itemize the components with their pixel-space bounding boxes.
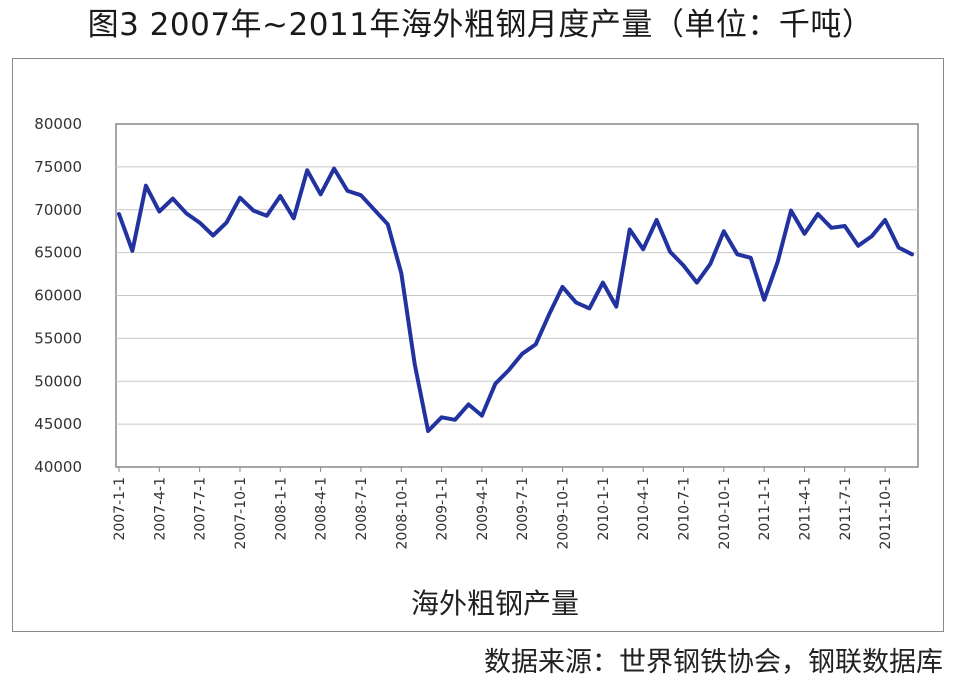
data-point	[265, 214, 269, 218]
data-point	[332, 167, 336, 171]
data-point	[762, 298, 766, 302]
y-tick-label: 40000	[34, 458, 82, 476]
data-point	[749, 256, 753, 260]
data-point	[480, 414, 484, 418]
data-point	[561, 285, 565, 289]
data-point	[829, 226, 833, 230]
data-point	[802, 232, 806, 236]
data-point	[359, 193, 363, 197]
x-tick-label: 2011-10-1	[878, 477, 894, 549]
data-point	[547, 312, 551, 316]
data-point	[776, 260, 780, 264]
x-tick-label: 2007-4-1	[152, 477, 168, 541]
data-point	[789, 209, 793, 213]
data-point	[305, 168, 309, 172]
y-tick-label: 45000	[34, 415, 82, 433]
data-point	[130, 249, 134, 253]
x-tick-label: 2011-1-1	[757, 477, 773, 541]
data-point	[345, 189, 349, 193]
data-point	[251, 209, 255, 213]
x-tick-label: 2010-1-1	[596, 477, 612, 541]
data-point	[856, 244, 860, 248]
data-point	[225, 221, 229, 225]
data-point	[466, 402, 470, 406]
data-point	[211, 233, 215, 237]
y-tick-label: 75000	[34, 158, 82, 176]
data-point	[292, 216, 296, 220]
data-point	[816, 212, 820, 216]
data-point	[628, 227, 632, 231]
x-tick-label: 2007-10-1	[233, 477, 249, 549]
data-point	[668, 250, 672, 254]
x-tick-label: 2010-7-1	[677, 477, 693, 541]
y-tick-label: 65000	[34, 244, 82, 262]
data-point	[870, 234, 874, 238]
data-source-note: 数据来源：世界钢铁协会，钢联数据库	[484, 647, 943, 678]
y-tick-label: 50000	[34, 372, 82, 390]
data-point	[386, 222, 390, 226]
x-tick-label: 2009-7-1	[515, 477, 531, 541]
data-point	[144, 184, 148, 188]
x-tick-label: 2009-4-1	[475, 477, 491, 541]
data-point	[157, 209, 161, 213]
data-point	[399, 271, 403, 275]
y-tick-label: 60000	[34, 287, 82, 305]
x-tick-label: 2011-7-1	[838, 477, 854, 541]
data-point	[614, 305, 618, 309]
data-point	[641, 247, 645, 251]
x-tick-label: 2010-10-1	[717, 477, 733, 549]
data-point	[695, 281, 699, 285]
data-point	[413, 362, 417, 366]
data-point	[184, 211, 188, 215]
data-point	[440, 415, 444, 419]
data-point	[534, 342, 538, 346]
data-point	[843, 224, 847, 228]
x-tick-label: 2011-4-1	[797, 477, 813, 541]
data-point	[198, 221, 202, 225]
x-axis-label: 海外粗钢产量	[411, 587, 579, 620]
x-tick-label: 2008-7-1	[354, 477, 370, 541]
data-point	[722, 229, 726, 233]
data-point	[372, 208, 376, 212]
data-point	[520, 352, 524, 356]
data-point	[426, 429, 430, 433]
data-point	[453, 418, 457, 422]
data-point	[883, 218, 887, 222]
data-point	[319, 192, 323, 196]
data-point	[587, 306, 591, 310]
data-point	[171, 197, 175, 201]
x-tick-label: 2010-4-1	[636, 477, 652, 541]
data-point	[117, 212, 121, 216]
y-tick-label: 80000	[34, 115, 82, 133]
x-tick-label: 2009-1-1	[435, 477, 451, 541]
data-point	[682, 263, 686, 267]
x-tick-label: 2009-10-1	[556, 477, 572, 549]
data-point	[238, 196, 242, 200]
y-tick-label: 70000	[34, 201, 82, 219]
x-tick-label: 2007-1-1	[112, 477, 128, 541]
data-point	[910, 252, 914, 256]
data-point	[574, 300, 578, 304]
data-point	[507, 368, 511, 372]
data-point	[655, 218, 659, 222]
x-tick-label: 2008-10-1	[394, 477, 410, 549]
data-point	[735, 252, 739, 256]
x-tick-label: 2008-1-1	[273, 477, 289, 541]
data-point	[708, 262, 712, 266]
series-line	[117, 166, 914, 433]
chart-title: 图3 2007年~2011年海外粗钢月度产量（单位：千吨）	[87, 7, 874, 43]
x-tick-label: 2008-4-1	[314, 477, 330, 541]
data-point	[601, 281, 605, 285]
data-point	[897, 245, 901, 249]
data-point	[278, 194, 282, 198]
y-tick-label: 55000	[34, 329, 82, 347]
data-point	[493, 382, 497, 386]
x-tick-label: 2007-7-1	[193, 477, 209, 541]
